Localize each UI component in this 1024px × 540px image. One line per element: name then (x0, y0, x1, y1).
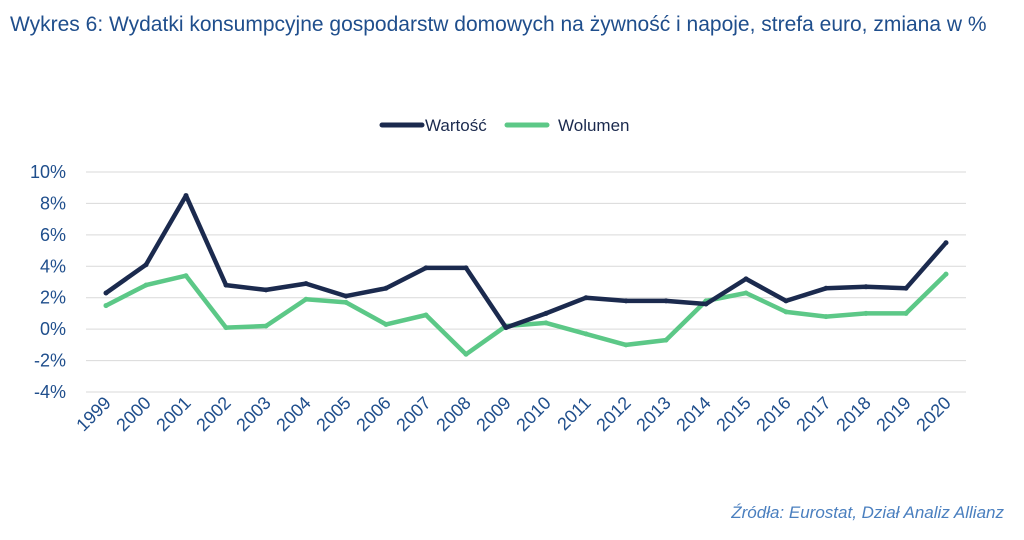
data-point (223, 325, 229, 331)
legend: Wartość Wolumen (379, 116, 630, 135)
y-tick-label: 0% (40, 319, 66, 339)
y-tick-label: 10% (30, 162, 66, 182)
data-point (463, 265, 469, 271)
x-tick-label: 2007 (392, 393, 434, 435)
data-point (383, 285, 389, 291)
x-tick-label: 2010 (512, 393, 554, 435)
data-point (383, 321, 389, 327)
data-point (423, 312, 429, 318)
data-point (623, 342, 629, 348)
data-point (703, 301, 709, 307)
x-tick-label: 2019 (872, 393, 914, 435)
x-tick-label: 2000 (112, 393, 154, 435)
data-point (623, 298, 629, 304)
series-line-wartosc (103, 193, 949, 330)
y-tick-label: -4% (34, 382, 66, 402)
data-point (943, 271, 949, 277)
data-point (503, 325, 509, 331)
data-point (783, 298, 789, 304)
y-tick-label: 6% (40, 225, 66, 245)
data-point (663, 337, 669, 343)
data-point (183, 273, 189, 279)
data-point (863, 284, 869, 290)
chart-title: Wykres 6: Wydatki konsumpcyjne gospodars… (10, 13, 987, 36)
x-tick-label: 2015 (712, 393, 754, 435)
data-point (143, 262, 149, 268)
series-lines (103, 193, 949, 357)
data-point (583, 331, 589, 337)
data-point (543, 320, 549, 326)
data-point (423, 265, 429, 271)
data-point (743, 276, 749, 282)
data-point (863, 310, 869, 316)
data-point (783, 309, 789, 315)
data-point (263, 287, 269, 293)
data-point (223, 282, 229, 288)
x-tick-label: 2009 (472, 393, 514, 435)
data-point (823, 285, 829, 291)
data-point (743, 290, 749, 296)
y-tick-label: 4% (40, 256, 66, 276)
x-tick-label: 2003 (232, 393, 274, 435)
data-point (143, 282, 149, 288)
x-tick-label: 2012 (592, 393, 634, 435)
data-point (343, 299, 349, 305)
x-tick-label: 2016 (752, 393, 794, 435)
x-tick-label: 2005 (312, 393, 354, 435)
x-tick-label: 2004 (272, 393, 314, 435)
data-point (903, 285, 909, 291)
x-tick-label: 2008 (432, 393, 474, 435)
grid-lines (86, 171, 966, 393)
x-tick-label: 2001 (152, 393, 194, 435)
data-point (343, 293, 349, 299)
x-tick-label: 2006 (352, 393, 394, 435)
legend-label-wolumen: Wolumen (558, 116, 630, 135)
x-tick-label: 2017 (792, 393, 834, 435)
y-tick-label: 2% (40, 288, 66, 308)
x-tick-label: 1999 (72, 393, 114, 435)
x-tick-label: 2013 (632, 393, 674, 435)
data-point (263, 323, 269, 329)
y-tick-label: 8% (40, 193, 66, 213)
series-line-wolumen (103, 271, 949, 357)
data-point (103, 290, 109, 296)
x-axis-ticks: 1999200020012002200320042005200620072008… (72, 393, 954, 435)
legend-label-wartosc: Wartość (425, 116, 487, 135)
data-point (103, 303, 109, 309)
y-axis-ticks: -4% -2% 0% 2% 4% 6% 8% 10% (30, 162, 66, 402)
data-point (183, 193, 189, 199)
data-point (583, 295, 589, 301)
data-point (463, 351, 469, 357)
data-point (903, 310, 909, 316)
data-point (303, 296, 309, 302)
data-point (663, 298, 669, 304)
data-point (303, 281, 309, 287)
x-tick-label: 2011 (553, 393, 595, 435)
data-point (823, 314, 829, 320)
x-tick-label: 2020 (912, 393, 954, 435)
y-tick-label: -2% (34, 351, 66, 371)
data-point (543, 310, 549, 316)
source-note: Źródła: Eurostat, Dział Analiz Allianz (731, 503, 1004, 522)
data-point (943, 240, 949, 246)
x-tick-label: 2002 (192, 393, 234, 435)
x-tick-label: 2014 (672, 393, 714, 435)
x-tick-label: 2018 (832, 393, 874, 435)
